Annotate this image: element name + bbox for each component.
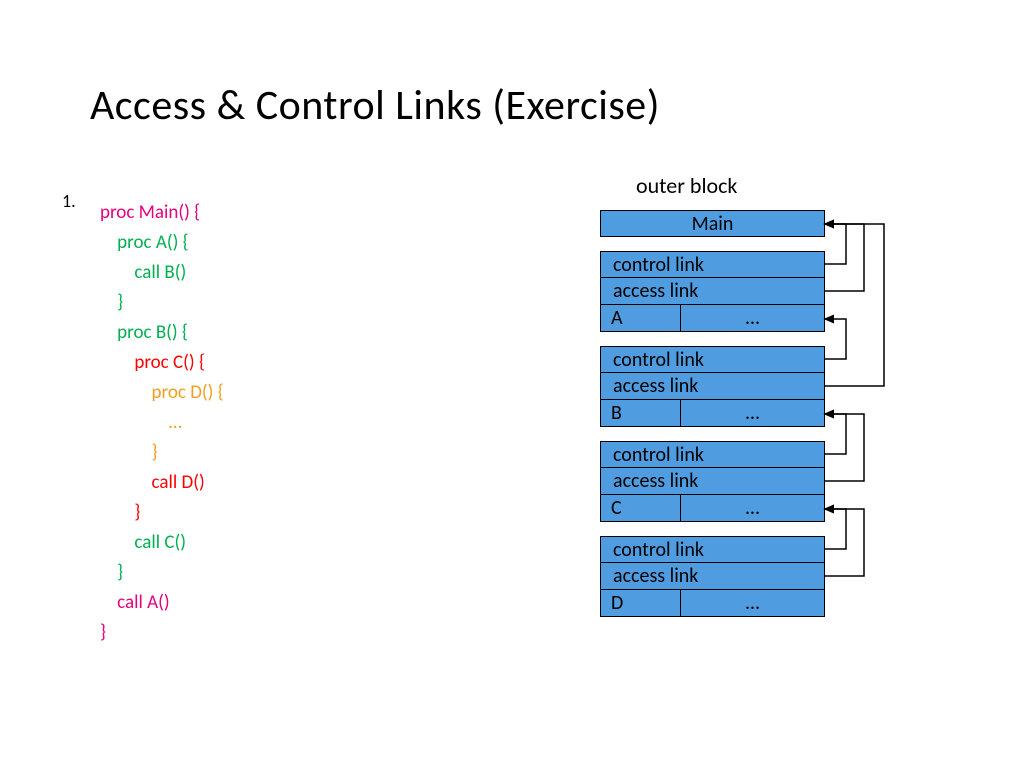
- code-line: call D(): [100, 471, 205, 494]
- frame-name: B: [601, 400, 681, 426]
- frame-name-row: A…: [600, 305, 825, 332]
- frame-d: control linkaccess linkD…: [600, 536, 825, 617]
- frame-name-row: D…: [600, 590, 825, 617]
- code-block: proc Main() { proc A() { call B() } proc…: [100, 198, 224, 648]
- frame-dots: …: [681, 305, 824, 331]
- control-link-row: control link: [600, 441, 825, 468]
- control-link-row: control link: [600, 251, 825, 278]
- frame-b: control linkaccess linkB…: [600, 346, 825, 427]
- frame-name: A: [601, 305, 681, 331]
- code-line: proc D() {: [100, 381, 224, 404]
- control-link-row: control link: [600, 346, 825, 373]
- code-line: proc B() {: [100, 321, 188, 344]
- code-line: proc Main() {: [100, 201, 200, 224]
- list-number: 1.: [62, 190, 76, 212]
- stack-diagram: Maincontrol linkaccess linkA…control lin…: [600, 210, 825, 631]
- outer-block-label: outer block: [636, 172, 737, 199]
- access-link-row: access link: [600, 373, 825, 400]
- frame-dots: …: [681, 495, 824, 521]
- frame-name-row: B…: [600, 400, 825, 427]
- frame-name: D: [601, 590, 681, 616]
- frame-name: C: [601, 495, 681, 521]
- code-line: }: [100, 501, 140, 524]
- code-line: call A(): [100, 591, 170, 614]
- code-line: }: [100, 441, 158, 464]
- access-link-row: access link: [600, 468, 825, 495]
- frame-name-row: C…: [600, 495, 825, 522]
- code-line: call B(): [100, 261, 186, 284]
- code-line: }: [100, 621, 106, 644]
- slide-title: Access & Control Links (Exercise): [90, 80, 660, 131]
- code-line: …: [100, 411, 182, 434]
- frame-a: control linkaccess linkA…: [600, 251, 825, 332]
- code-line: call C(): [100, 531, 186, 554]
- frame-label: Main: [600, 210, 825, 237]
- code-line: proc A() {: [100, 231, 189, 254]
- frame-main: Main: [600, 210, 825, 237]
- access-link-row: access link: [600, 563, 825, 590]
- code-line: proc C() {: [100, 351, 205, 374]
- frame-dots: …: [681, 590, 824, 616]
- frame-c: control linkaccess linkC…: [600, 441, 825, 522]
- code-line: }: [100, 561, 123, 584]
- access-link-row: access link: [600, 278, 825, 305]
- frame-dots: …: [681, 400, 824, 426]
- control-link-row: control link: [600, 536, 825, 563]
- code-line: }: [100, 291, 123, 314]
